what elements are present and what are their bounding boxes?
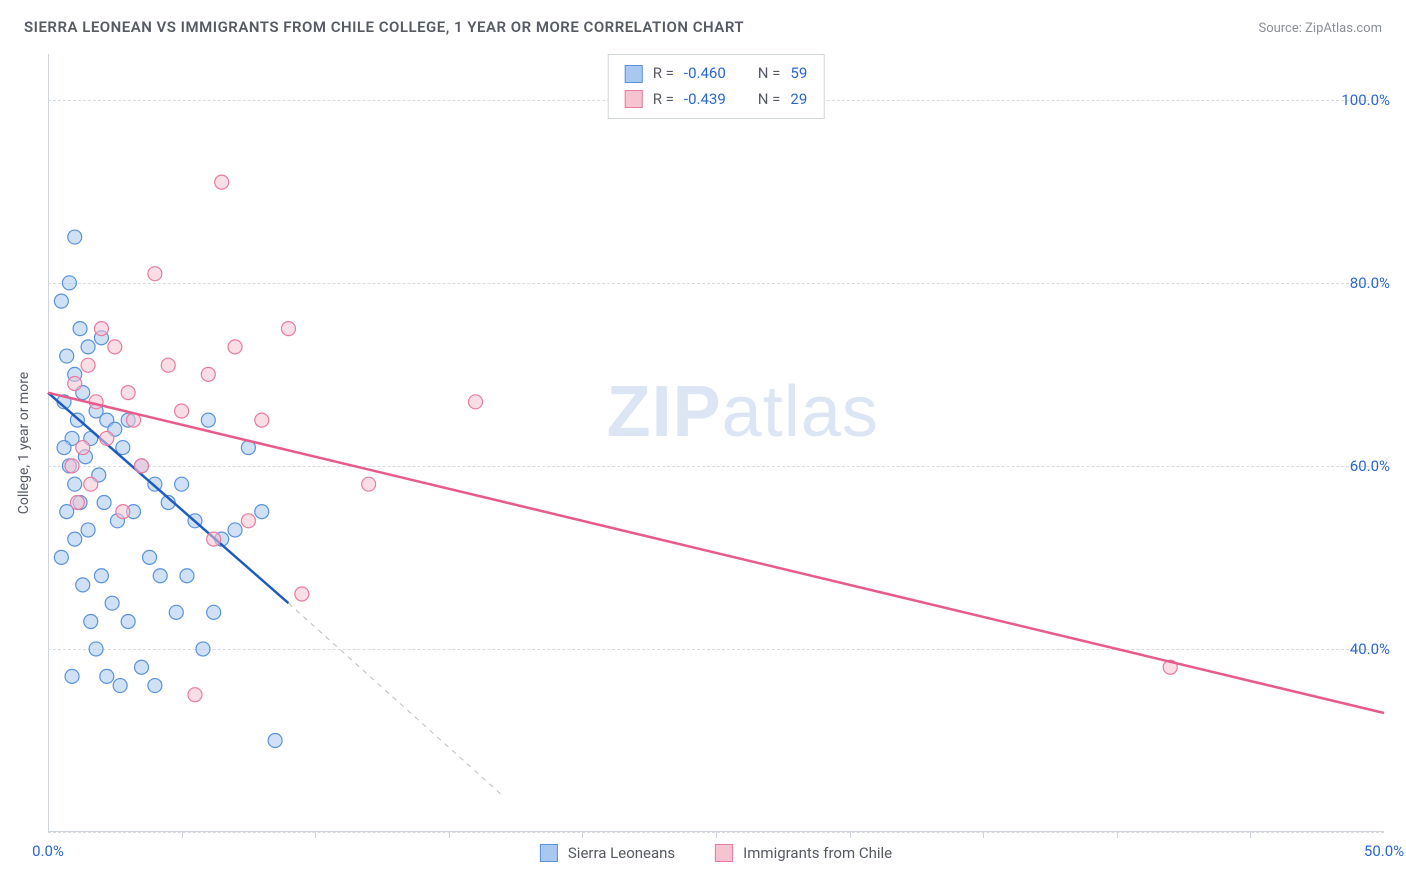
- data-point-sierra: [135, 660, 149, 674]
- swatch-chile: [625, 90, 643, 108]
- data-point-sierra: [76, 578, 90, 592]
- data-point-chile: [255, 413, 269, 427]
- legend-R-label: R =: [653, 61, 674, 87]
- data-point-sierra: [81, 523, 95, 537]
- data-point-chile: [241, 514, 255, 528]
- data-point-sierra: [180, 569, 194, 583]
- data-point-chile: [175, 404, 189, 418]
- data-point-chile: [161, 358, 175, 372]
- data-point-sierra: [60, 349, 74, 363]
- legend-stat-row-chile: R = -0.439 N = 29: [625, 87, 808, 113]
- x-tick-mark: [1117, 832, 1118, 838]
- data-point-sierra: [54, 550, 68, 564]
- chart-area: College, 1 year or more ZIPatlas 40.0%60…: [48, 54, 1384, 832]
- x-tick-label: 0.0%: [32, 842, 64, 860]
- swatch-sierra: [625, 65, 643, 83]
- data-point-sierra: [89, 642, 103, 656]
- x-tick-mark: [1250, 832, 1251, 838]
- regression-dash-sierra: [288, 603, 502, 795]
- legend-R-label: R =: [653, 87, 674, 113]
- data-point-sierra: [65, 669, 79, 683]
- data-point-chile: [65, 459, 79, 473]
- data-point-chile: [108, 340, 122, 354]
- legend-item-label: Immigrants from Chile: [743, 844, 892, 862]
- legend-R-value: -0.439: [684, 87, 726, 113]
- data-point-chile: [295, 587, 309, 601]
- legend-N-label: N =: [758, 87, 781, 113]
- data-point-chile: [116, 505, 130, 519]
- y-axis-label: College, 1 year or more: [16, 372, 32, 514]
- data-point-chile: [148, 267, 162, 281]
- data-point-sierra: [73, 322, 87, 336]
- x-tick-label: 50.0%: [1364, 842, 1404, 860]
- legend-stats: R = -0.460 N = 59 R = -0.439 N = 29: [608, 54, 825, 119]
- data-point-sierra: [68, 532, 82, 546]
- data-point-sierra: [94, 569, 108, 583]
- data-point-sierra: [196, 642, 210, 656]
- data-point-chile: [100, 431, 114, 445]
- data-point-sierra: [228, 523, 242, 537]
- x-tick-mark: [449, 832, 450, 838]
- legend-N-value: 29: [790, 87, 807, 113]
- data-point-sierra: [84, 614, 98, 628]
- data-point-sierra: [268, 733, 282, 747]
- chart-header: SIERRA LEONEAN VS IMMIGRANTS FROM CHILE …: [24, 18, 1382, 36]
- data-point-sierra: [175, 477, 189, 491]
- plot-svg: [48, 54, 1384, 832]
- data-point-chile: [207, 532, 221, 546]
- data-point-chile: [135, 459, 149, 473]
- data-point-sierra: [121, 614, 135, 628]
- data-point-sierra: [169, 605, 183, 619]
- data-point-sierra: [81, 340, 95, 354]
- data-point-sierra: [143, 550, 157, 564]
- data-point-sierra: [62, 276, 76, 290]
- data-point-chile: [76, 441, 90, 455]
- data-point-chile: [362, 477, 376, 491]
- data-point-chile: [228, 340, 242, 354]
- data-point-sierra: [113, 679, 127, 693]
- data-point-chile: [201, 367, 215, 381]
- data-point-chile: [94, 322, 108, 336]
- data-point-sierra: [97, 495, 111, 509]
- data-point-chile: [81, 358, 95, 372]
- source-label: Source: ZipAtlas.com: [1258, 21, 1382, 36]
- data-point-sierra: [153, 569, 167, 583]
- x-tick-mark: [716, 832, 717, 838]
- legend-item-sierra: Sierra Leoneans: [540, 844, 675, 862]
- x-tick-mark: [315, 832, 316, 838]
- data-point-sierra: [54, 294, 68, 308]
- data-point-chile: [188, 688, 202, 702]
- data-point-sierra: [105, 596, 119, 610]
- data-point-chile: [121, 386, 135, 400]
- legend-item-chile: Immigrants from Chile: [715, 844, 892, 862]
- data-point-chile: [469, 395, 483, 409]
- data-point-chile: [215, 175, 229, 189]
- legend-R-value: -0.460: [684, 61, 726, 87]
- data-point-chile: [84, 477, 98, 491]
- data-point-chile: [68, 377, 82, 391]
- legend-N-value: 59: [790, 61, 807, 87]
- legend-N-label: N =: [758, 61, 781, 87]
- chart-title: SIERRA LEONEAN VS IMMIGRANTS FROM CHILE …: [24, 18, 744, 36]
- data-point-sierra: [201, 413, 215, 427]
- data-point-chile: [281, 322, 295, 336]
- data-point-sierra: [100, 669, 114, 683]
- legend-stat-row-sierra: R = -0.460 N = 59: [625, 61, 808, 87]
- data-point-sierra: [148, 679, 162, 693]
- regression-line-chile: [48, 393, 1384, 713]
- x-tick-mark: [983, 832, 984, 838]
- legend-item-label: Sierra Leoneans: [568, 844, 675, 862]
- data-point-sierra: [207, 605, 221, 619]
- swatch-chile: [715, 844, 733, 862]
- legend-series: Sierra Leoneans Immigrants from Chile: [540, 844, 892, 862]
- data-point-sierra: [255, 505, 269, 519]
- x-tick-mark: [582, 832, 583, 838]
- swatch-sierra: [540, 844, 558, 862]
- x-tick-mark: [182, 832, 183, 838]
- data-point-sierra: [68, 230, 82, 244]
- data-point-sierra: [57, 441, 71, 455]
- x-tick-mark: [850, 832, 851, 838]
- data-point-sierra: [68, 477, 82, 491]
- data-point-chile: [70, 495, 84, 509]
